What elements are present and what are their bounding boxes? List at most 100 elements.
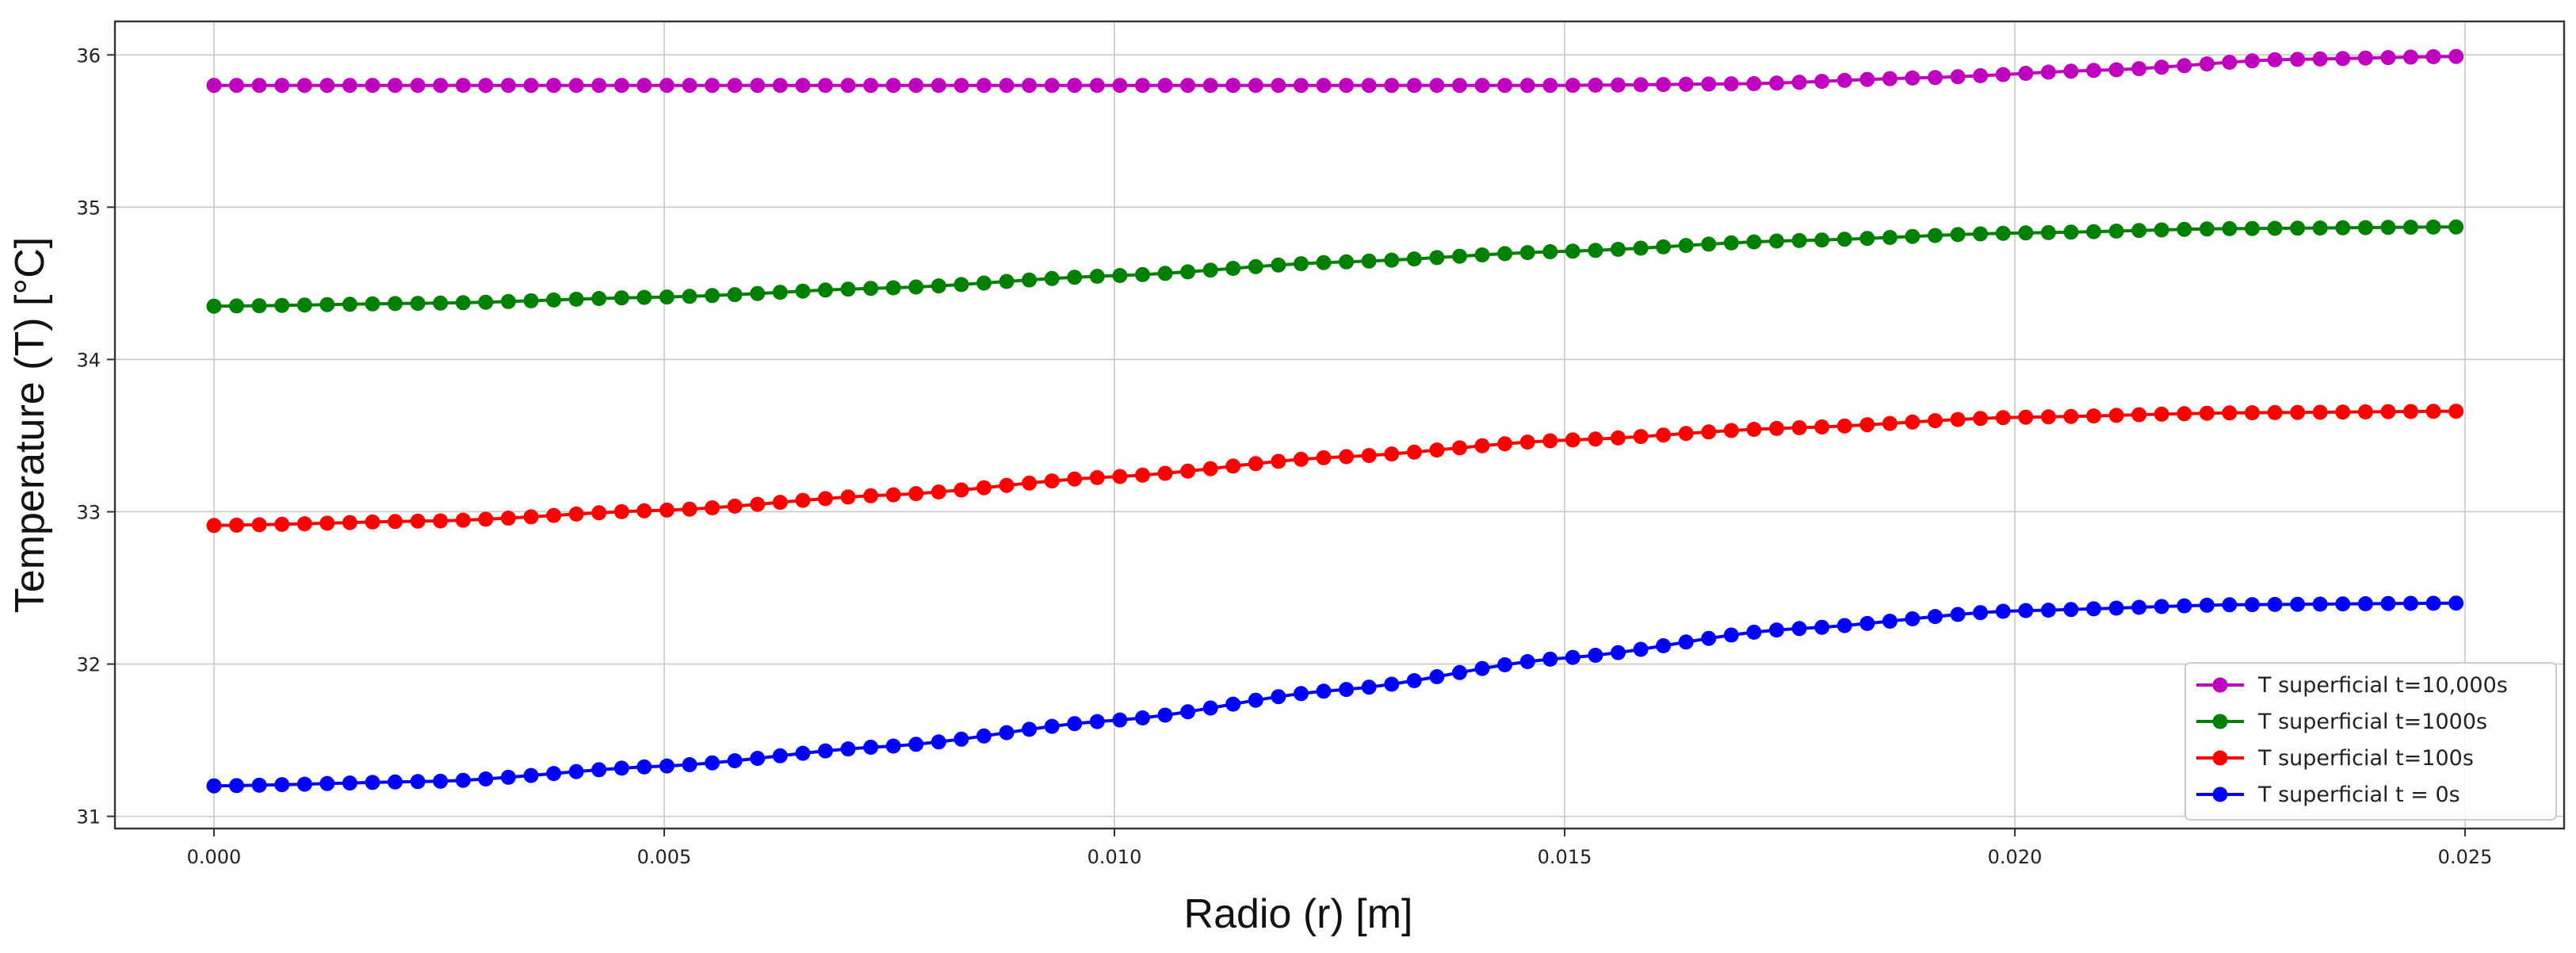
data-point: [1678, 634, 1694, 650]
data-point: [1135, 78, 1150, 94]
data-point: [1565, 243, 1580, 259]
data-point: [1339, 254, 1355, 270]
x-tick-label: 0.015: [1538, 846, 1592, 868]
data-point: [319, 515, 335, 531]
data-point: [613, 503, 629, 519]
data-point: [931, 78, 946, 94]
data-point: [1202, 262, 1218, 278]
data-point: [1588, 648, 1603, 663]
data-point: [1928, 609, 1943, 625]
data-point: [1769, 622, 1784, 638]
data-point: [840, 741, 856, 757]
data-point: [1180, 264, 1196, 280]
data-point: [1859, 615, 1875, 631]
data-point: [1611, 430, 1626, 446]
data-point: [229, 78, 244, 94]
data-point: [388, 774, 403, 790]
data-point: [1316, 450, 1332, 465]
data-point: [500, 78, 516, 94]
data-point: [2222, 55, 2238, 70]
data-point: [568, 764, 584, 779]
data-point: [659, 502, 675, 518]
data-point: [1180, 78, 1196, 94]
data-point: [1044, 473, 1060, 489]
data-point: [2290, 220, 2306, 236]
data-point: [433, 295, 449, 311]
data-point: [342, 515, 357, 530]
data-point: [2448, 595, 2464, 611]
data-point: [2177, 598, 2192, 614]
y-tick-label: 35: [76, 197, 101, 219]
data-point: [1361, 253, 1377, 269]
data-point: [1859, 417, 1875, 433]
data-point: [591, 505, 607, 521]
data-point: [2335, 596, 2351, 612]
data-point: [1271, 78, 1286, 94]
data-point: [1497, 78, 1513, 94]
legend-swatch-marker: [2212, 787, 2228, 802]
data-point: [1905, 414, 1921, 430]
data-point: [2063, 224, 2079, 240]
data-point: [2403, 595, 2418, 611]
data-point: [863, 78, 879, 94]
data-point: [206, 78, 222, 94]
data-point: [772, 495, 788, 511]
data-point: [1361, 679, 1377, 695]
data-point: [1089, 78, 1105, 94]
data-point: [682, 501, 698, 517]
data-point: [1248, 78, 1263, 94]
data-point: [455, 295, 471, 311]
data-point: [2335, 404, 2351, 420]
data-point: [410, 774, 426, 790]
data-point: [591, 78, 607, 94]
data-point: [1497, 436, 1513, 452]
data-point: [206, 518, 222, 534]
data-point: [2154, 406, 2169, 422]
data-point: [388, 514, 403, 530]
data-point: [523, 78, 539, 94]
data-point: [613, 78, 629, 94]
data-point: [2108, 408, 2124, 423]
data-point: [206, 778, 222, 794]
data-point: [478, 294, 494, 310]
data-point: [795, 745, 811, 761]
data-point: [2425, 404, 2441, 419]
data-point: [1112, 712, 1128, 728]
data-point: [1950, 69, 1966, 85]
data-point: [2108, 224, 2124, 239]
data-point: [1656, 77, 1672, 93]
data-point: [2448, 404, 2464, 419]
data-point: [908, 486, 924, 502]
data-point: [2063, 408, 2079, 424]
x-tick-label: 0.005: [637, 846, 692, 868]
data-point: [1723, 423, 1739, 438]
data-point: [636, 759, 652, 775]
data-point: [365, 296, 380, 312]
data-point: [546, 78, 562, 94]
y-tick-label: 31: [76, 806, 101, 829]
data-point: [2312, 596, 2328, 612]
data-point: [682, 78, 698, 94]
data-point: [1316, 255, 1332, 270]
data-point: [1542, 78, 1558, 94]
data-point: [2245, 405, 2260, 421]
data-point: [1339, 78, 1355, 94]
data-point: [659, 289, 675, 305]
data-point: [2154, 599, 2169, 614]
data-point: [1271, 454, 1286, 469]
data-point: [1294, 686, 1309, 702]
data-point: [1701, 76, 1717, 92]
data-point: [2222, 220, 2238, 236]
data-point: [863, 740, 879, 755]
data-point: [365, 78, 380, 94]
data-point: [1542, 433, 1558, 449]
data-point: [1633, 641, 1649, 657]
data-point: [1519, 654, 1535, 669]
data-point: [636, 503, 652, 519]
data-point: [1519, 434, 1535, 450]
data-point: [2154, 222, 2169, 238]
data-point: [455, 772, 471, 788]
data-point: [1701, 236, 1717, 252]
data-point: [1429, 669, 1445, 684]
